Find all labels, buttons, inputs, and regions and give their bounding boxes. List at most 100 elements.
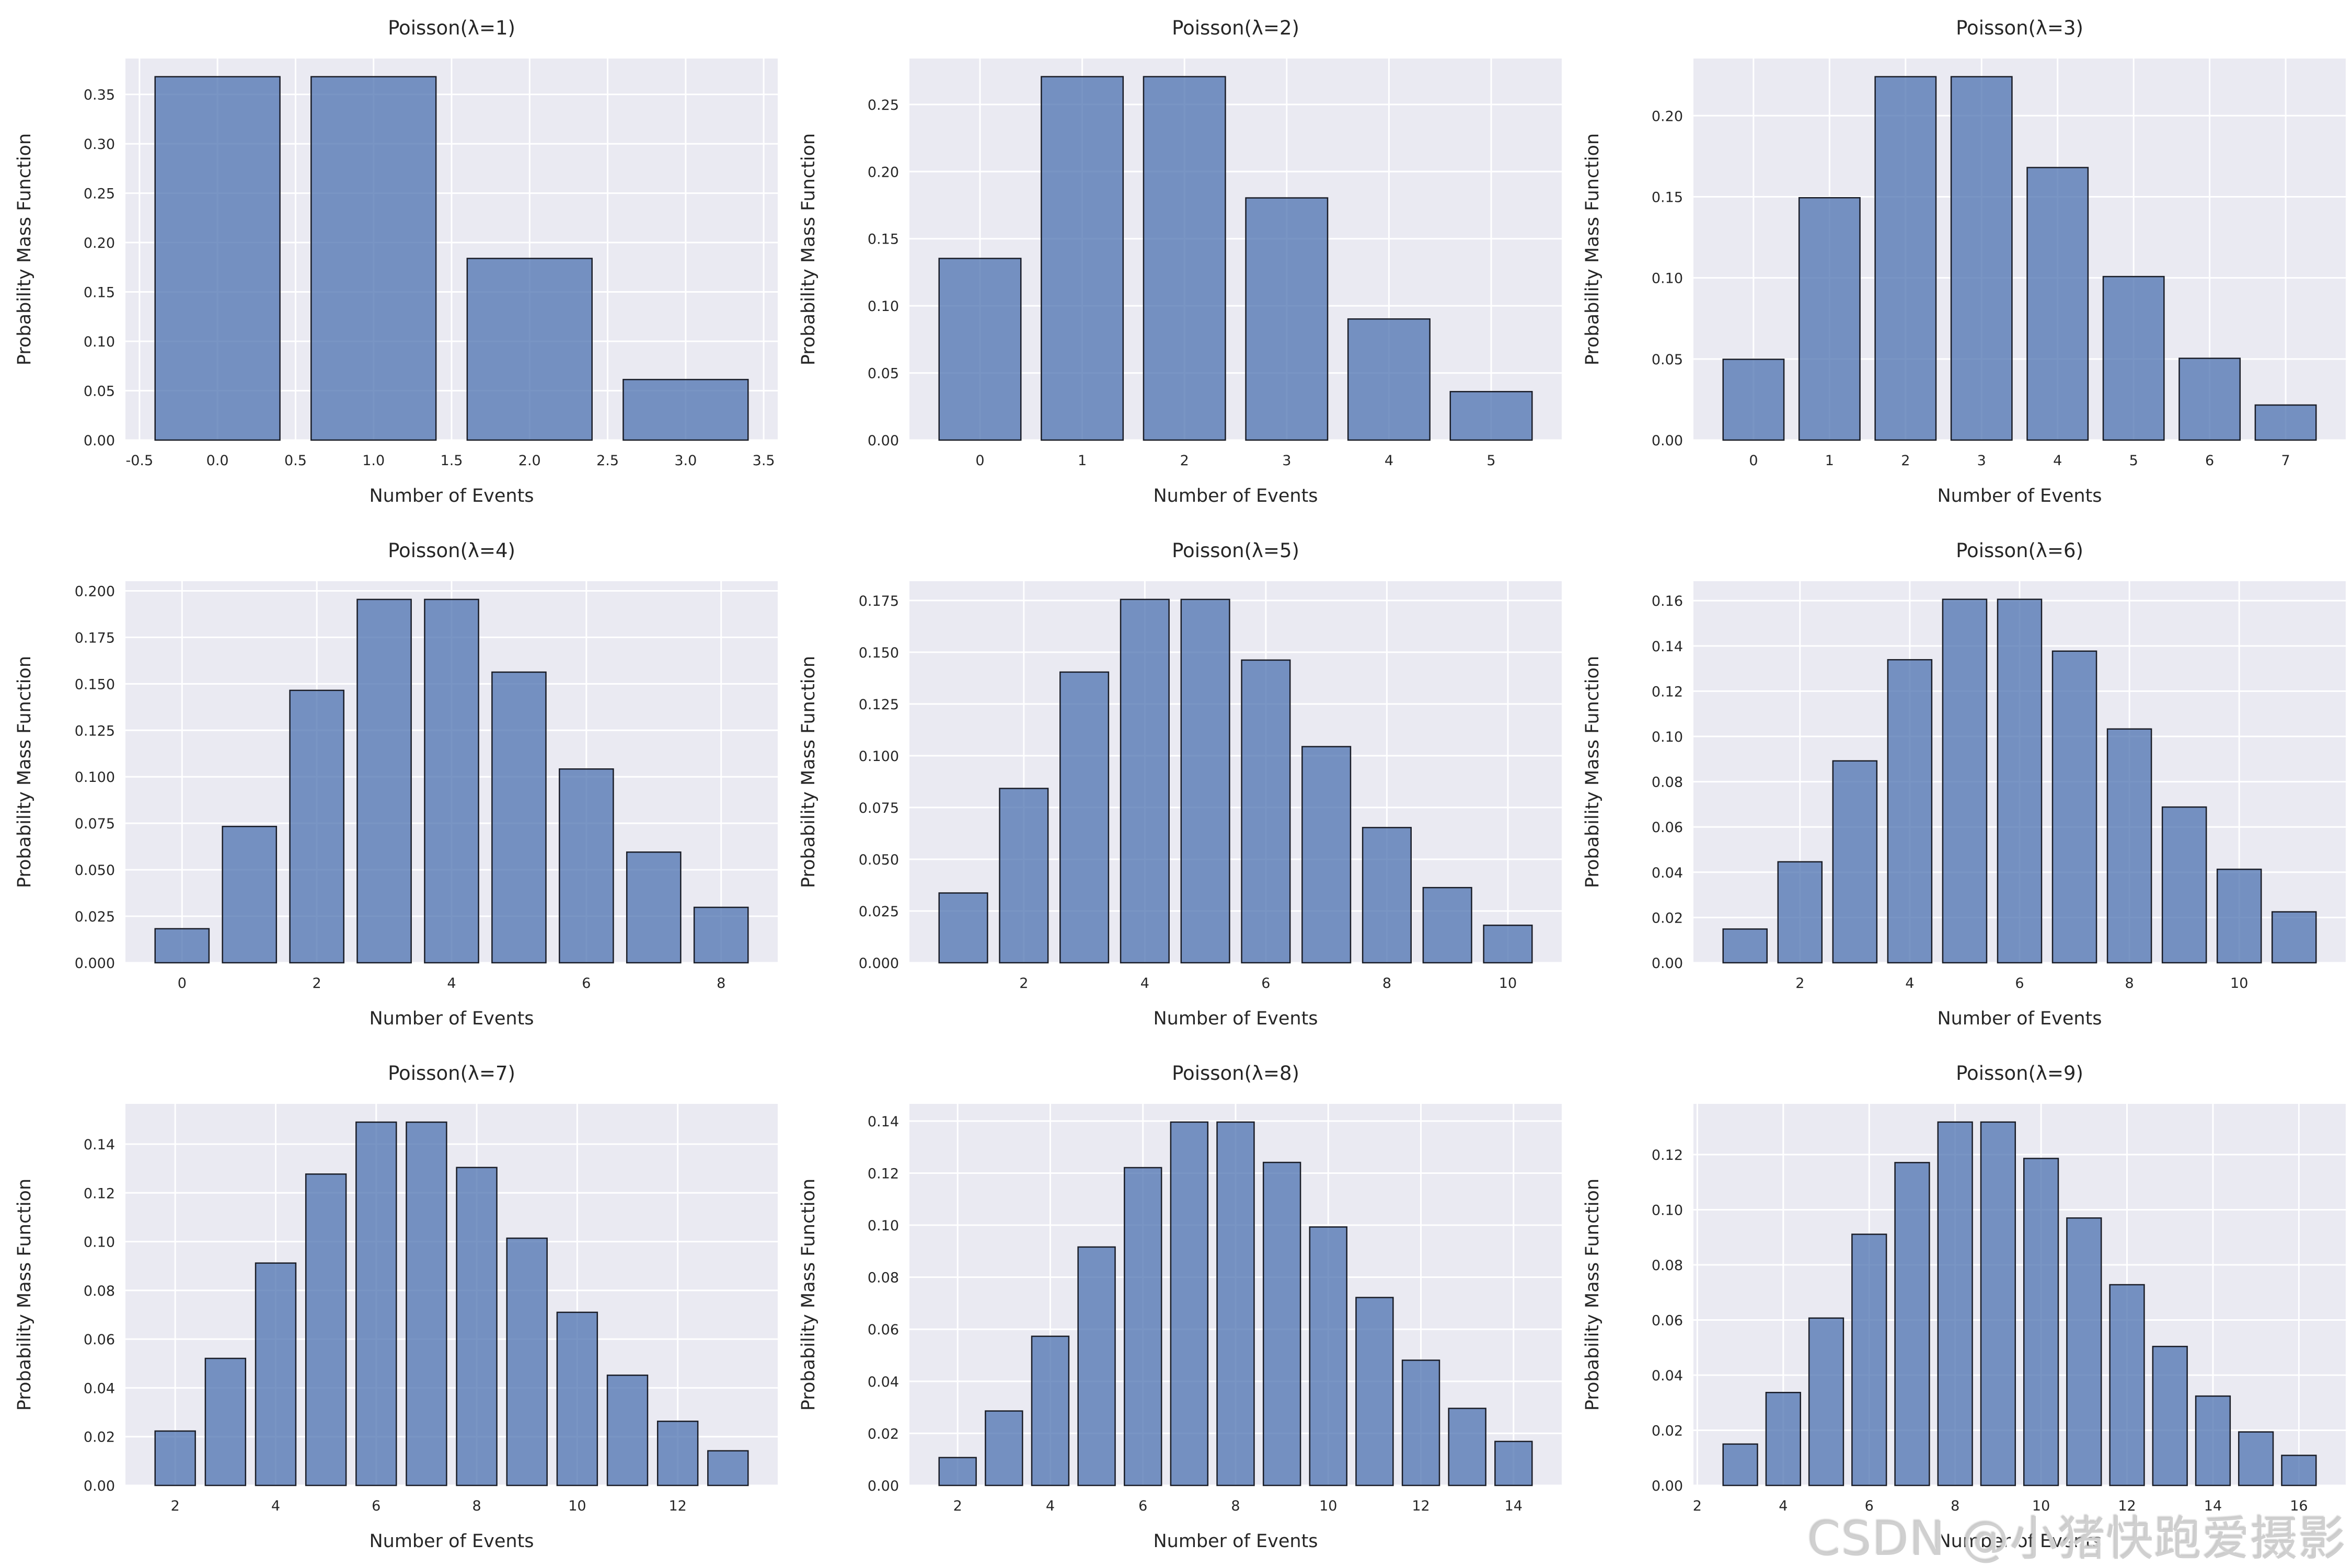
x-tick-label: 3.0 (674, 453, 697, 469)
x-tick-label: 8 (1382, 975, 1391, 991)
y-tick-label: 0.10 (1652, 271, 1683, 287)
x-tick-label: 1 (1825, 453, 1834, 469)
x-tick-label: 2 (1795, 975, 1804, 991)
x-tick-label: 8 (1231, 1498, 1240, 1514)
y-tick-label: 0.30 (84, 136, 115, 153)
pmf-bar-k5 (1808, 1317, 1844, 1486)
y-tick-label: 0.06 (1652, 1313, 1683, 1329)
chart-title: Poisson(λ=7) (388, 1062, 515, 1085)
y-tick-label: 0.00 (1652, 955, 1683, 972)
pmf-bar-k3 (1059, 671, 1110, 964)
pmf-bar-k13 (707, 1450, 749, 1486)
chart-title: Poisson(λ=3) (1956, 17, 2083, 39)
pmf-bar-k1 (938, 892, 988, 964)
y-tick-label: 0.02 (1652, 910, 1683, 926)
x-tick-label: 6 (1261, 975, 1270, 991)
y-tick-label: 0.12 (84, 1185, 115, 1202)
x-tick-label: 16 (2290, 1498, 2308, 1514)
pmf-bar-k2 (999, 788, 1049, 964)
pmf-bar-k3 (356, 598, 412, 964)
pmf-bar-k10 (1483, 925, 1533, 964)
y-tick-label: 0.16 (1652, 593, 1683, 609)
x-tick-label: 2 (953, 1498, 962, 1514)
chart-title: Poisson(λ=1) (388, 17, 515, 39)
pmf-bar-k10 (2023, 1158, 2059, 1486)
x-tick-label: 0.0 (206, 453, 229, 469)
x-tick-label: 0 (178, 975, 187, 991)
pmf-bar-k5 (2102, 275, 2165, 441)
y-tick-label: 0.125 (859, 697, 899, 713)
chart-title: Poisson(λ=6) (1956, 539, 2083, 562)
pmf-bar-k3 (1950, 76, 2013, 441)
x-tick-label: 4 (271, 1498, 280, 1514)
pmf-bar-k14 (2195, 1395, 2231, 1486)
pmf-bar-k2 (289, 689, 344, 964)
y-tick-label: 0.050 (859, 852, 899, 868)
pmf-bar-k6 (1851, 1233, 1887, 1486)
chart-title: Poisson(λ=5) (1172, 539, 1299, 562)
pmf-bar-k9 (1262, 1161, 1301, 1486)
x-tick-label: 0 (1749, 453, 1758, 469)
pmf-bar-k4 (1031, 1335, 1070, 1486)
x-tick-label: 0.5 (284, 453, 307, 469)
y-tick-label: 0.12 (1652, 1147, 1683, 1163)
x-tick-label: 1.5 (441, 453, 463, 469)
pmf-bar-k11 (1355, 1297, 1394, 1486)
pmf-bar-k8 (693, 906, 749, 964)
y-axis-label: Probability Mass Function (798, 133, 819, 365)
pmf-bar-k5 (1077, 1246, 1116, 1486)
x-tick-label: 3 (1282, 453, 1291, 469)
pmf-bar-k11 (2271, 911, 2317, 964)
pmf-bar-k3 (204, 1357, 247, 1486)
y-tick-label: 0.04 (1652, 865, 1683, 881)
x-tick-label: 10 (2032, 1498, 2050, 1514)
y-tick-label: 0.125 (75, 723, 115, 739)
x-tick-label: 8 (717, 975, 725, 991)
pmf-bar-k1 (310, 76, 437, 441)
x-tick-label: 4 (1779, 1498, 1788, 1514)
x-tick-label: 2 (313, 975, 321, 991)
x-axis-label: Number of Events (1937, 1008, 2102, 1029)
pmf-bar-k2 (466, 258, 593, 441)
y-tick-label: 0.15 (868, 232, 899, 248)
x-tick-label: 0 (975, 453, 984, 469)
pmf-bar-k12 (2109, 1284, 2145, 1486)
y-tick-label: 0.025 (859, 904, 899, 920)
pmf-bar-k7 (2254, 404, 2317, 441)
y-tick-label: 0.02 (868, 1426, 899, 1442)
x-tick-label: 3.5 (753, 453, 775, 469)
x-tick-label: 1 (1078, 453, 1087, 469)
pmf-bar-k7 (2051, 650, 2097, 964)
subplot-poisson-lambda-2: 0 1 2 3 4 5 0.00 0.05 0.10 0.15 0.20 0.25 Poisson(λ=… (798, 17, 1562, 506)
y-tick-label: 0.150 (859, 645, 899, 661)
y-tick-label: 0.00 (1652, 433, 1683, 449)
subplot-poisson-lambda-3: 0 1 2 3 4 5 6 7 0.00 0.05 0.10 0.15 0.20 Poisson(λ=3)… (1582, 17, 2346, 506)
pmf-bar-k16 (2281, 1455, 2317, 1486)
x-tick-label: 10 (1499, 975, 1517, 991)
y-tick-label: 0.04 (868, 1374, 899, 1390)
x-tick-label: 2 (1019, 975, 1028, 991)
subplot-poisson-lambda-1: -0.5 0.0 0.5 1.0 1.5 2.0 2.5 3.0 3.5 0.00 0.05 0.10… (14, 17, 778, 506)
y-tick-label: 0.10 (868, 1218, 899, 1234)
pmf-bar-k11 (2066, 1217, 2102, 1486)
pmf-bar-k12 (656, 1421, 699, 1486)
x-tick-label: 4 (1905, 975, 1914, 991)
x-axis-label: Number of Events (1937, 1531, 2102, 1552)
x-tick-label: 2 (171, 1498, 180, 1514)
y-tick-label: 0.175 (75, 630, 115, 646)
pmf-bar-k0 (154, 76, 281, 441)
y-tick-label: 0.05 (1652, 352, 1683, 368)
pmf-bar-k7 (1301, 746, 1352, 964)
y-tick-label: 0.150 (75, 676, 115, 693)
pmf-bar-k4 (1887, 659, 1933, 964)
pmf-bar-k1 (1722, 928, 1768, 964)
x-axis-label: Number of Events (369, 1008, 534, 1029)
y-tick-label: 0.08 (1652, 775, 1683, 791)
y-axis-label: Probability Mass Function (798, 656, 819, 888)
x-tick-label: 6 (1865, 1498, 1874, 1514)
x-tick-label: 2 (1901, 453, 1910, 469)
x-tick-label: 8 (1951, 1498, 1959, 1514)
y-tick-label: 0.10 (868, 298, 899, 315)
x-tick-label: 2.0 (518, 453, 541, 469)
